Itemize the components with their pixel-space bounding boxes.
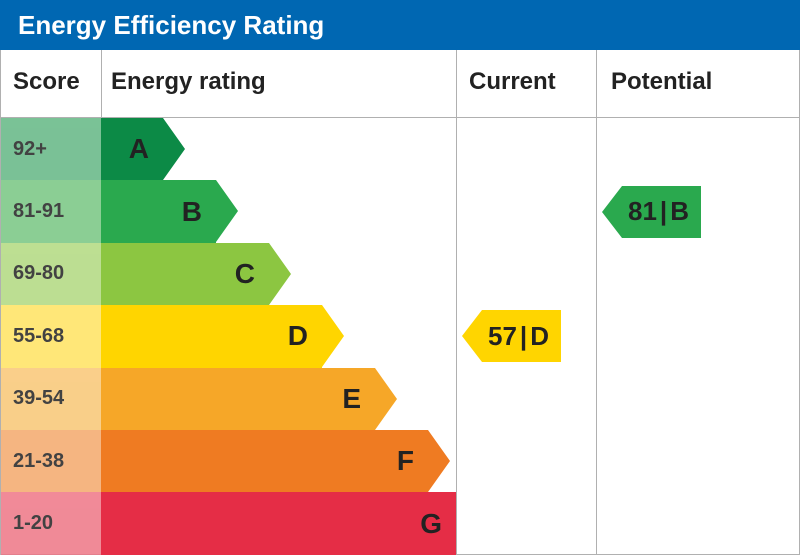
tag-separator: |: [520, 321, 527, 352]
rating-bar: A: [101, 118, 163, 180]
rating-bar: D: [101, 305, 322, 367]
score-range: 69-80: [1, 243, 101, 305]
title-bar: Energy Efficiency Rating: [0, 0, 800, 50]
epc-chart: Energy Efficiency Rating Score Energy ra…: [0, 0, 800, 556]
chart-title: Energy Efficiency Rating: [18, 10, 324, 41]
rating-bar: G: [101, 492, 456, 554]
rating-bar: E: [101, 368, 375, 430]
bands-area: 92+ A 81-91 B 69-80 C 55-68 D 39-54 E 21-38 F 1-20 G: [1, 118, 456, 554]
rating-band-b: 81-91 B: [1, 180, 456, 242]
rating-letter: C: [235, 258, 255, 290]
header-score: Score: [13, 68, 80, 96]
divider-current-right: [596, 50, 597, 554]
divider-current-left: [456, 50, 457, 554]
score-range: 92+: [1, 118, 101, 180]
score-range: 55-68: [1, 305, 101, 367]
header-current: Current: [469, 68, 556, 96]
rating-bar: B: [101, 180, 216, 242]
rating-bar: F: [101, 430, 428, 492]
header-row: Score Energy rating Current Potential: [1, 50, 799, 118]
rating-band-c: 69-80 C: [1, 243, 456, 305]
rating-band-a: 92+ A: [1, 118, 456, 180]
score-range: 1-20: [1, 492, 101, 554]
rating-band-e: 39-54 E: [1, 368, 456, 430]
potential-letter: B: [670, 196, 689, 227]
score-range: 81-91: [1, 180, 101, 242]
tag-separator: |: [660, 196, 667, 227]
rating-letter: B: [182, 196, 202, 228]
current-tag: 57 | D: [482, 310, 561, 362]
score-range: 21-38: [1, 430, 101, 492]
header-rating: Energy rating: [111, 68, 266, 96]
rating-bar: C: [101, 243, 269, 305]
header-potential: Potential: [611, 68, 712, 96]
rating-letter: E: [342, 383, 361, 415]
rating-letter: F: [397, 445, 414, 477]
rating-band-d: 55-68 D: [1, 305, 456, 367]
score-range: 39-54: [1, 368, 101, 430]
rating-band-g: 1-20 G: [1, 492, 456, 554]
potential-tag: 81 | B: [622, 186, 701, 238]
potential-value: 81: [628, 196, 657, 227]
rating-band-f: 21-38 F: [1, 430, 456, 492]
rating-letter: G: [420, 508, 442, 540]
rating-letter: D: [288, 320, 308, 352]
chart-body: Score Energy rating Current Potential 92…: [0, 50, 800, 555]
current-letter: D: [530, 321, 549, 352]
rating-letter: A: [129, 133, 149, 165]
current-value: 57: [488, 321, 517, 352]
